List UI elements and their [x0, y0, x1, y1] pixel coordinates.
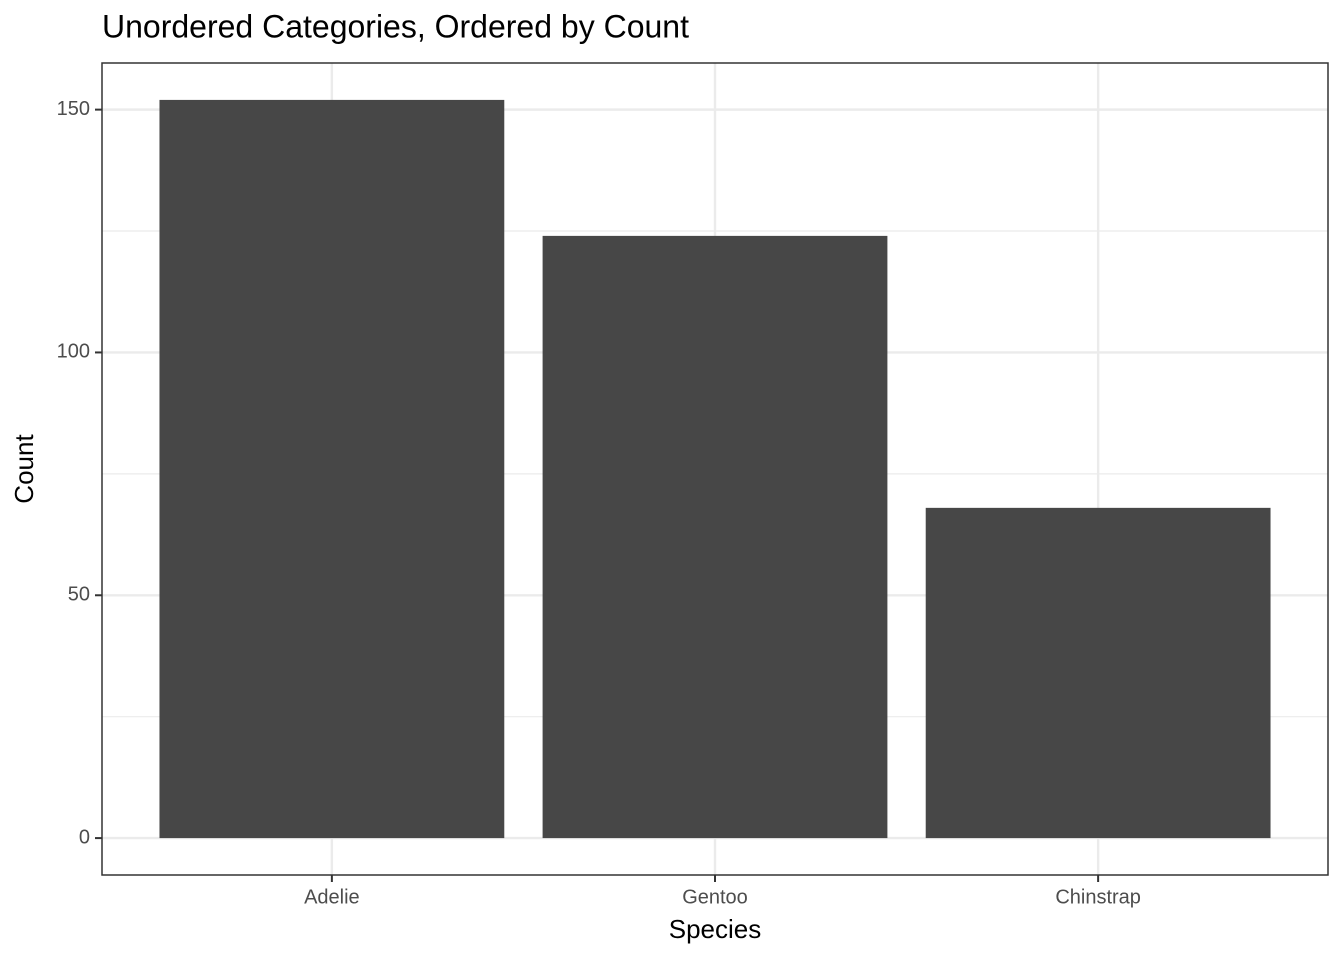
x-tick-label: Adelie: [304, 886, 360, 908]
y-tick-label: 150: [57, 98, 90, 120]
chart-title: Unordered Categories, Ordered by Count: [102, 8, 689, 44]
panel-border: [101, 62, 1329, 876]
y-tick-label: 50: [68, 584, 90, 606]
y-tick-label: 100: [57, 341, 90, 363]
bar: [542, 235, 888, 839]
x-tick-label: Chinstrap: [1055, 886, 1141, 908]
x-tick-label: Gentoo: [682, 886, 748, 908]
x-axis-title: Species: [669, 914, 762, 944]
bar: [925, 507, 1271, 839]
bar: [159, 99, 505, 839]
y-tick-label: 0: [79, 826, 90, 848]
y-axis-title: Count: [9, 434, 39, 504]
